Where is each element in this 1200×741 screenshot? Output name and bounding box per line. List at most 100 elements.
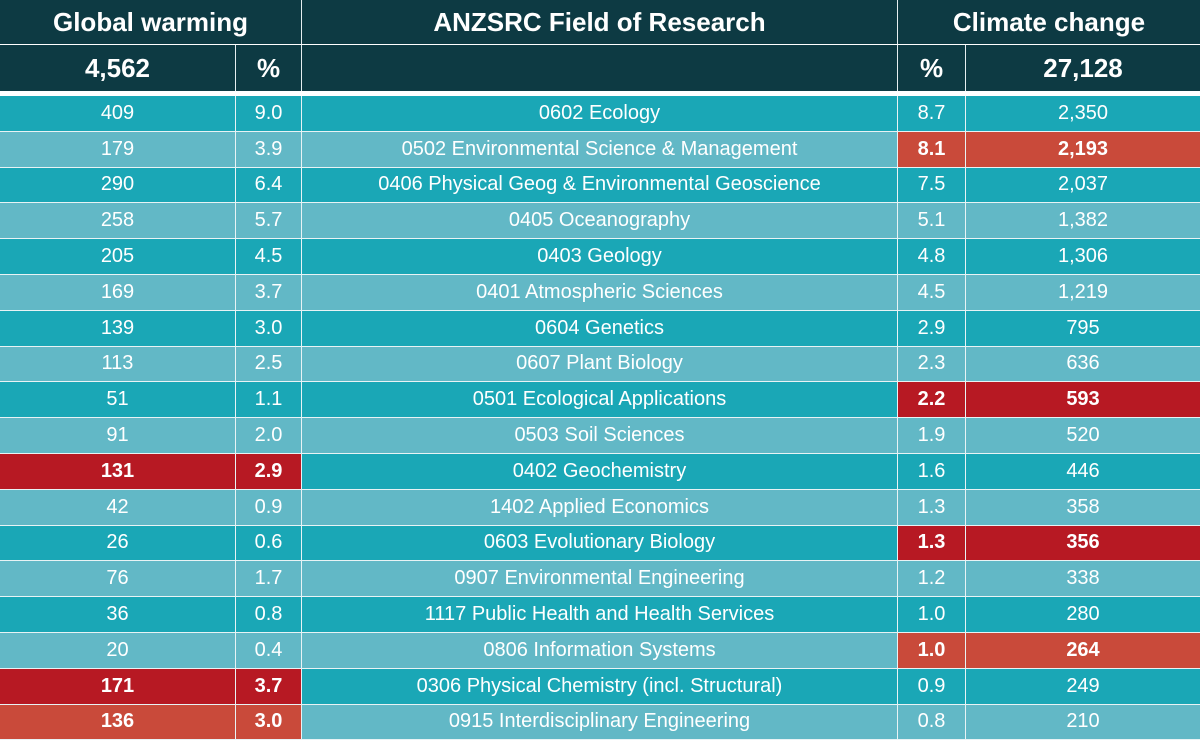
header-climate-change: Climate change xyxy=(898,0,1200,44)
field-name-cell: 1117 Public Health and Health Services xyxy=(302,597,898,633)
gw-count-cell: 409 xyxy=(0,96,236,132)
cc-count-cell: 593 xyxy=(966,382,1200,419)
header-global-warming: Global warming xyxy=(0,0,302,44)
cc-count-cell: 249 xyxy=(966,668,1200,705)
table-row: 131 2.9 0402 Geochemistry 1.6 446 xyxy=(0,454,1200,490)
cc-count-cell: 2,037 xyxy=(966,167,1200,204)
gw-percent-cell: 0.8 xyxy=(236,597,302,633)
cc-percent-cell: 1.6 xyxy=(898,454,966,490)
header-gw-percent: % xyxy=(236,45,302,91)
table-row: 290 6.4 0406 Physical Geog & Environmental… xyxy=(0,167,1200,204)
cc-count-cell: 1,382 xyxy=(966,203,1200,240)
cc-count-cell: 264 xyxy=(966,633,1200,669)
cc-percent-cell: 1.0 xyxy=(898,633,966,669)
field-name-cell: 0502 Environmental Science & Management xyxy=(302,131,898,168)
cc-count-cell: 795 xyxy=(966,310,1200,347)
field-name-cell: 0403 Geology xyxy=(302,239,898,275)
gw-percent-cell: 2.9 xyxy=(236,454,302,490)
field-name-cell: 0405 Oceanography xyxy=(302,203,898,240)
table-row: 179 3.9 0502 Environmental Science & Manag… xyxy=(0,131,1200,168)
cc-percent-cell: 1.0 xyxy=(898,597,966,633)
cc-percent-cell: 8.1 xyxy=(898,131,966,168)
gw-count-cell: 136 xyxy=(0,704,236,741)
gw-percent-cell: 3.7 xyxy=(236,275,302,311)
table-row: 76 1.7 0907 Environmental Engineering 1.2 33… xyxy=(0,561,1200,598)
cc-percent-cell: 1.3 xyxy=(898,489,966,526)
cc-count-cell: 358 xyxy=(966,489,1200,526)
cc-count-cell: 446 xyxy=(966,454,1200,490)
gw-count-cell: 171 xyxy=(0,668,236,705)
gw-percent-cell: 2.5 xyxy=(236,346,302,383)
table-row: 136 3.0 0915 Interdisciplinary Engineering… xyxy=(0,704,1200,741)
gw-count-cell: 290 xyxy=(0,167,236,204)
gw-percent-cell: 1.1 xyxy=(236,382,302,419)
gw-percent-cell: 1.7 xyxy=(236,561,302,598)
header-cc-percent: % xyxy=(898,45,966,91)
table-row: 139 3.0 0604 Genetics 2.9 795 xyxy=(0,310,1200,347)
header-field-of-research: ANZSRC Field of Research xyxy=(302,0,898,44)
gw-count-cell: 26 xyxy=(0,525,236,562)
cc-percent-cell: 1.2 xyxy=(898,561,966,598)
field-name-cell: 0907 Environmental Engineering xyxy=(302,561,898,598)
gw-count-cell: 179 xyxy=(0,131,236,168)
gw-count-cell: 169 xyxy=(0,275,236,311)
gw-percent-cell: 2.0 xyxy=(236,418,302,454)
field-name-cell: 0406 Physical Geog & Environmental Geosc… xyxy=(302,167,898,204)
table-row: 42 0.9 1402 Applied Economics 1.3 358 xyxy=(0,489,1200,526)
cc-percent-cell: 8.7 xyxy=(898,96,966,132)
table-row: 20 0.4 0806 Information Systems 1.0 264 xyxy=(0,633,1200,669)
header-row-titles: Global warming ANZSRC Field of Research … xyxy=(0,0,1200,44)
cc-count-cell: 520 xyxy=(966,418,1200,454)
gw-percent-cell: 4.5 xyxy=(236,239,302,275)
gw-count-cell: 91 xyxy=(0,418,236,454)
table-row: 258 5.7 0405 Oceanography 5.1 1,382 xyxy=(0,203,1200,240)
gw-count-cell: 51 xyxy=(0,382,236,419)
gw-count-cell: 205 xyxy=(0,239,236,275)
gw-percent-cell: 3.7 xyxy=(236,668,302,705)
cc-percent-cell: 2.3 xyxy=(898,346,966,383)
cc-count-cell: 1,306 xyxy=(966,239,1200,275)
field-name-cell: 0501 Ecological Applications xyxy=(302,382,898,419)
cc-percent-cell: 0.9 xyxy=(898,668,966,705)
field-name-cell: 0806 Information Systems xyxy=(302,633,898,669)
header-field-blank xyxy=(302,45,898,91)
header-cc-total: 27,128 xyxy=(966,45,1200,91)
table-row: 205 4.5 0403 Geology 4.8 1,306 xyxy=(0,239,1200,275)
cc-percent-cell: 2.9 xyxy=(898,310,966,347)
cc-percent-cell: 5.1 xyxy=(898,203,966,240)
gw-percent-cell: 5.7 xyxy=(236,203,302,240)
gw-percent-cell: 3.9 xyxy=(236,131,302,168)
gw-count-cell: 113 xyxy=(0,346,236,383)
field-name-cell: 0604 Genetics xyxy=(302,310,898,347)
table-row: 51 1.1 0501 Ecological Applications 2.2 593 xyxy=(0,382,1200,419)
gw-percent-cell: 3.0 xyxy=(236,704,302,741)
cc-percent-cell: 1.9 xyxy=(898,418,966,454)
gw-count-cell: 42 xyxy=(0,489,236,526)
field-name-cell: 0402 Geochemistry xyxy=(302,454,898,490)
header-gw-total: 4,562 xyxy=(0,45,236,91)
cc-count-cell: 1,219 xyxy=(966,275,1200,311)
gw-count-cell: 131 xyxy=(0,454,236,490)
field-name-cell: 0607 Plant Biology xyxy=(302,346,898,383)
gw-percent-cell: 0.6 xyxy=(236,525,302,562)
field-name-cell: 0915 Interdisciplinary Engineering xyxy=(302,704,898,741)
table-row: 36 0.8 1117 Public Health and Health Servi… xyxy=(0,597,1200,633)
gw-percent-cell: 9.0 xyxy=(236,96,302,132)
gw-percent-cell: 6.4 xyxy=(236,167,302,204)
table-row: 409 9.0 0602 Ecology 8.7 2,350 xyxy=(0,96,1200,132)
cc-count-cell: 2,193 xyxy=(966,131,1200,168)
cc-count-cell: 338 xyxy=(966,561,1200,598)
field-name-cell: 0602 Ecology xyxy=(302,96,898,132)
gw-percent-cell: 0.9 xyxy=(236,489,302,526)
table-row: 169 3.7 0401 Atmospheric Sciences 4.5 1,219 xyxy=(0,275,1200,311)
cc-percent-cell: 2.2 xyxy=(898,382,966,419)
field-name-cell: 0306 Physical Chemistry (incl. Structura… xyxy=(302,668,898,705)
header-row-totals: 4,562 % % 27,128 xyxy=(0,45,1200,91)
gw-percent-cell: 0.4 xyxy=(236,633,302,669)
table-row: 113 2.5 0607 Plant Biology 2.3 636 xyxy=(0,346,1200,383)
table-row: 26 0.6 0603 Evolutionary Biology 1.3 356 xyxy=(0,525,1200,562)
field-name-cell: 0603 Evolutionary Biology xyxy=(302,525,898,562)
gw-count-cell: 20 xyxy=(0,633,236,669)
gw-count-cell: 139 xyxy=(0,310,236,347)
